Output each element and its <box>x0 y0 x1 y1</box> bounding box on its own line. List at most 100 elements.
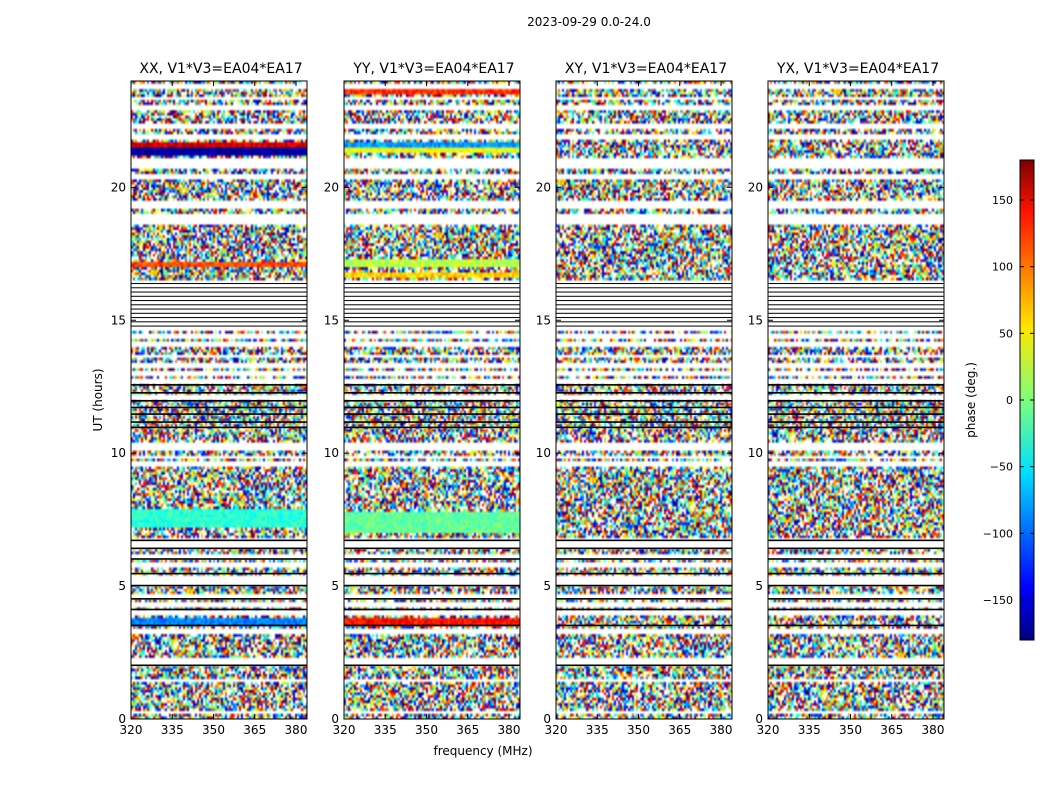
flag-row-line <box>344 392 520 394</box>
flag-row-line <box>131 317 307 318</box>
panel-xy: XY, V1*V3=EA04*EA17 320 335 350 365 380 0 5 10 15… <box>536 61 733 737</box>
flag-row-line <box>344 625 520 627</box>
y-tick-label: 10 <box>111 446 126 460</box>
flag-row-line <box>556 317 732 318</box>
colorbar-tick-label: −100 <box>983 527 1013 540</box>
flag-row-line <box>344 548 520 550</box>
x-tick-label: 350 <box>839 723 862 737</box>
flag-row-line <box>131 625 307 627</box>
flag-row-line <box>344 413 520 415</box>
flag-row-line <box>768 407 944 409</box>
flag-row-line <box>131 427 307 429</box>
flag-row-line <box>131 585 307 587</box>
y-tick-label: 5 <box>331 579 339 593</box>
flag-row-line <box>344 609 520 611</box>
flag-row-line <box>768 400 944 402</box>
colorbar-label: phase (deg.) <box>964 362 978 438</box>
flag-row-line <box>768 413 944 415</box>
x-tick-label: 350 <box>202 723 225 737</box>
flag-row-line <box>131 421 307 423</box>
colorbar-tick-label: 0 <box>1006 394 1013 407</box>
flag-row-line <box>768 300 944 301</box>
flag-row-line <box>768 573 944 575</box>
figure-suptitle: 2023-09-29 0.0-24.0 <box>527 15 651 29</box>
flag-row-line <box>556 540 732 542</box>
flag-row-line <box>131 326 307 327</box>
flag-row-line <box>556 598 732 600</box>
flag-row-line <box>768 625 944 627</box>
figure: 2023-09-29 0.0-24.0 XX, V1*V3=EA04*EA173… <box>0 0 1050 800</box>
flag-row-line <box>131 400 307 402</box>
panel-title: XY, V1*V3=EA04*EA17 <box>565 61 727 77</box>
flag-row-line <box>344 427 520 429</box>
flag-row-line <box>768 292 944 293</box>
flag-row-line <box>344 300 520 301</box>
flag-row-line <box>556 625 732 627</box>
flag-row-line <box>556 585 732 587</box>
flag-row-line <box>768 665 944 667</box>
y-tick-label: 20 <box>536 180 551 194</box>
flag-row-line <box>768 609 944 611</box>
y-tick-label: 5 <box>543 579 551 593</box>
flag-row-line <box>344 287 520 288</box>
flag-row-line <box>556 309 732 310</box>
flag-row-line <box>131 573 307 575</box>
flag-row-line <box>131 292 307 293</box>
panels: XX, V1*V3=EA04*EA17 320 335 350 365 380 0 5 10 15… <box>111 61 945 737</box>
panel-yx: YX, V1*V3=EA04*EA17 320 335 350 365 380 0 5 10 15… <box>748 61 945 737</box>
flag-row-line <box>556 421 732 423</box>
flag-row-line <box>768 548 944 550</box>
flag-row-line <box>344 326 520 327</box>
y-tick-label: 0 <box>543 712 551 726</box>
y-tick-label: 20 <box>748 180 763 194</box>
colorbar-tick-label: −150 <box>983 594 1013 607</box>
panel-title: YY, V1*V3=EA04*EA17 <box>352 61 514 77</box>
flag-row-line <box>556 548 732 550</box>
flag-row-line <box>556 300 732 301</box>
flag-row-line <box>131 540 307 542</box>
flag-row-line <box>131 321 307 322</box>
colorbar-tick-label: 150 <box>992 194 1013 207</box>
panel-yy: YY, V1*V3=EA04*EA17 320 335 350 365 380 0 5 10 15… <box>324 61 521 737</box>
flag-row-line <box>344 540 520 542</box>
flag-row-line <box>556 283 732 284</box>
flag-row-line <box>344 598 520 600</box>
flag-row-line <box>344 317 520 318</box>
flag-row-line <box>131 296 307 297</box>
flag-row-line <box>131 558 307 560</box>
flag-row-line <box>344 304 520 305</box>
y-tick-label: 15 <box>748 313 763 327</box>
flag-row-line <box>556 321 732 322</box>
x-tick-label: 335 <box>586 723 609 737</box>
flag-row-line <box>131 392 307 394</box>
x-tick-label: 335 <box>798 723 821 737</box>
x-tick-label: 350 <box>415 723 438 737</box>
colorbar-tick-label: 100 <box>992 261 1013 274</box>
flag-row-line <box>131 287 307 288</box>
flag-row-line <box>344 665 520 667</box>
y-tick-label: 20 <box>111 180 126 194</box>
flag-row-line <box>556 609 732 611</box>
flag-row-line <box>768 309 944 310</box>
y-tick-label: 0 <box>118 712 126 726</box>
flag-row-line <box>768 585 944 587</box>
flag-row-line <box>768 392 944 394</box>
y-tick-label: 0 <box>331 712 339 726</box>
y-tick-label: 5 <box>118 579 126 593</box>
flag-row-line <box>556 304 732 305</box>
flag-row-line <box>344 384 520 386</box>
flag-row-line <box>344 421 520 423</box>
flag-row-line <box>556 400 732 402</box>
flag-row-line <box>556 573 732 575</box>
flag-row-line <box>768 283 944 284</box>
y-tick-label: 0 <box>755 712 763 726</box>
flag-row-line <box>556 413 732 415</box>
y-tick-label: 5 <box>755 579 763 593</box>
flag-row-line <box>344 321 520 322</box>
flag-row-line <box>344 313 520 314</box>
y-tick-label: 15 <box>111 313 126 327</box>
y-tick-label: 15 <box>536 313 551 327</box>
flag-row-line <box>768 598 944 600</box>
flag-row-line <box>768 421 944 423</box>
flag-row-line <box>131 384 307 386</box>
